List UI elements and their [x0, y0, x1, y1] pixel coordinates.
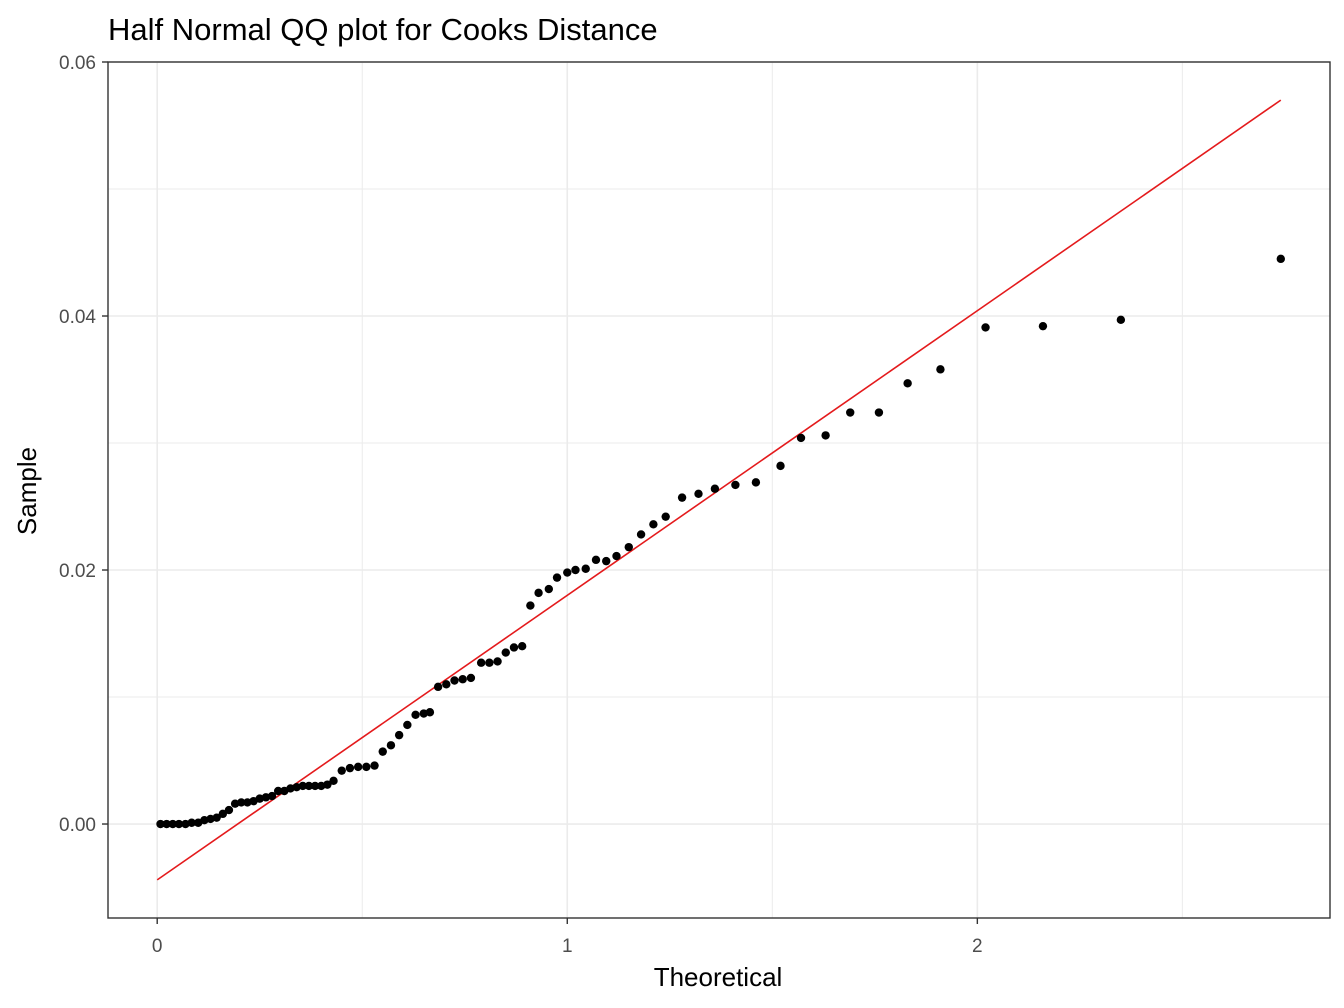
data-point [612, 551, 621, 561]
data-point [298, 781, 307, 791]
points-layer [156, 254, 1285, 829]
data-point [636, 530, 646, 539]
data-point [624, 542, 633, 552]
x-tick-label: 1 [562, 936, 573, 957]
data-point [571, 565, 580, 575]
data-point [442, 680, 451, 689]
x-axis-title: Theoretical [654, 962, 783, 992]
data-point [476, 658, 486, 667]
data-point [517, 642, 527, 651]
data-point [1038, 321, 1048, 331]
reference-line-layer [156, 99, 1282, 881]
data-point [187, 818, 196, 827]
data-point [485, 658, 494, 667]
data-point [353, 762, 363, 772]
data-point [323, 780, 332, 789]
data-point [310, 781, 320, 791]
data-point [174, 819, 184, 829]
data-point [458, 675, 467, 684]
data-point [267, 791, 277, 801]
data-point [796, 433, 806, 443]
y-tick-label: 0.06 [59, 53, 96, 74]
data-point [370, 761, 379, 770]
data-point [552, 573, 562, 582]
data-point [362, 762, 371, 772]
data-point [304, 781, 314, 791]
data-point [501, 648, 510, 657]
data-point [591, 555, 601, 565]
data-point [1116, 315, 1126, 325]
data-point [168, 819, 177, 829]
data-point [493, 657, 502, 666]
data-point [156, 819, 165, 829]
data-point [386, 741, 396, 750]
data-point [218, 809, 228, 819]
data-point [731, 480, 740, 490]
y-axis: 0.00 0.02 0.04 0.06 [59, 53, 108, 836]
data-point [162, 819, 171, 829]
data-point [544, 584, 554, 594]
data-point [378, 747, 387, 756]
data-point [846, 408, 855, 417]
data-point [237, 798, 246, 807]
data-point [212, 813, 221, 822]
data-point [345, 763, 355, 773]
data-point [466, 673, 476, 683]
data-point [394, 730, 404, 740]
chart-title: Half Normal QQ plot for Cooks Distance [108, 12, 658, 47]
data-point [776, 461, 785, 471]
data-point [337, 766, 346, 775]
data-point [661, 512, 670, 521]
data-point [1276, 254, 1285, 264]
data-point [509, 643, 519, 652]
data-point [581, 564, 590, 573]
panel-border [107, 61, 1331, 919]
y-tick-label: 0.04 [59, 307, 96, 328]
data-point [563, 568, 572, 577]
data-point [694, 489, 703, 499]
data-point [821, 431, 830, 440]
data-point [526, 601, 535, 610]
data-point [224, 805, 234, 815]
data-point [936, 365, 945, 374]
x-tick-label: 0 [152, 936, 163, 957]
data-point [273, 786, 283, 796]
data-point [649, 520, 658, 529]
data-point [874, 408, 884, 417]
y-tick-label: 0.02 [59, 561, 96, 582]
data-point [751, 478, 761, 487]
x-axis: 0 1 2 [152, 918, 983, 957]
minor-gridlines [108, 62, 1330, 918]
data-point [903, 379, 912, 388]
y-axis-title: Sample [12, 447, 42, 535]
data-point [411, 710, 420, 719]
reference-line [156, 99, 1282, 881]
x-tick-label: 2 [972, 936, 983, 957]
data-point [433, 682, 443, 692]
data-point [329, 776, 338, 786]
data-point [534, 588, 543, 598]
y-tick-label: 0.00 [59, 815, 96, 836]
data-point [677, 493, 687, 502]
data-point [425, 708, 435, 717]
data-point [981, 323, 990, 332]
data-point [450, 676, 459, 685]
data-point [403, 720, 412, 730]
data-point [710, 484, 720, 493]
data-point [602, 556, 611, 566]
